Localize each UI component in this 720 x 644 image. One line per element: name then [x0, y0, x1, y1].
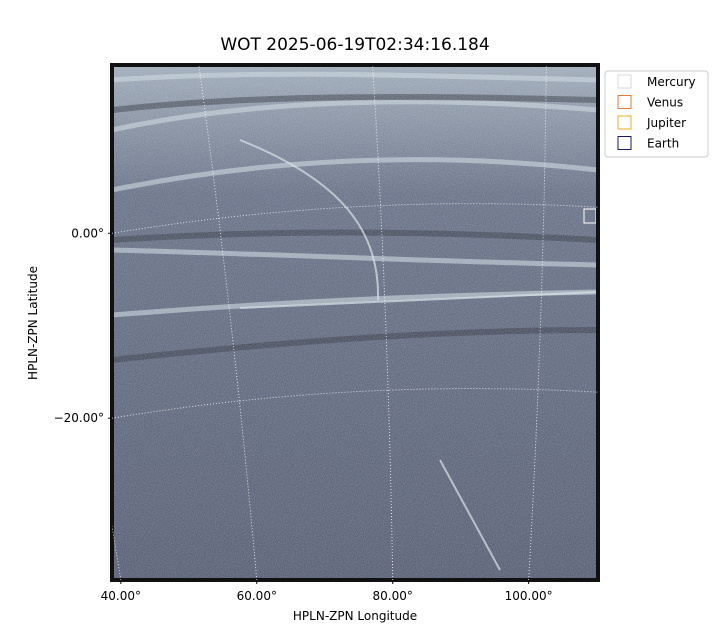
- solar-image: [112, 65, 598, 580]
- x-tick-label: 40.00°: [101, 589, 141, 603]
- legend-marker: [617, 74, 632, 89]
- x-tick-label: 60.00°: [237, 589, 277, 603]
- x-axis-label: HPLN-ZPN Longitude: [293, 609, 417, 623]
- y-tick-label: −20.00°: [54, 411, 104, 425]
- legend-label: Earth: [647, 137, 679, 151]
- y-axis-label: HPLN-ZPN Latitude: [26, 266, 40, 380]
- legend-label: Mercury: [647, 75, 696, 89]
- legend-marker: [617, 115, 632, 130]
- grid-line: [112, 388, 598, 419]
- y-tick-label: 0.00°: [71, 226, 104, 240]
- legend-label: Jupiter: [646, 116, 686, 130]
- axes-frame: [110, 63, 600, 582]
- legend-marker: [617, 95, 632, 109]
- grid-line: [372, 65, 394, 580]
- x-tick-label: 80.00°: [373, 589, 413, 603]
- grid-line: [112, 203, 598, 234]
- legend-label: Venus: [647, 96, 683, 110]
- grid-line: [198, 65, 258, 580]
- grid-line: [528, 65, 547, 580]
- legend-marker: [617, 136, 632, 150]
- x-tick-label: 100.00°: [505, 589, 553, 603]
- legend: Mercury Venus Jupiter Earth: [604, 70, 709, 158]
- chart-title: WOT 2025-06-19T02:34:16.184: [220, 35, 489, 55]
